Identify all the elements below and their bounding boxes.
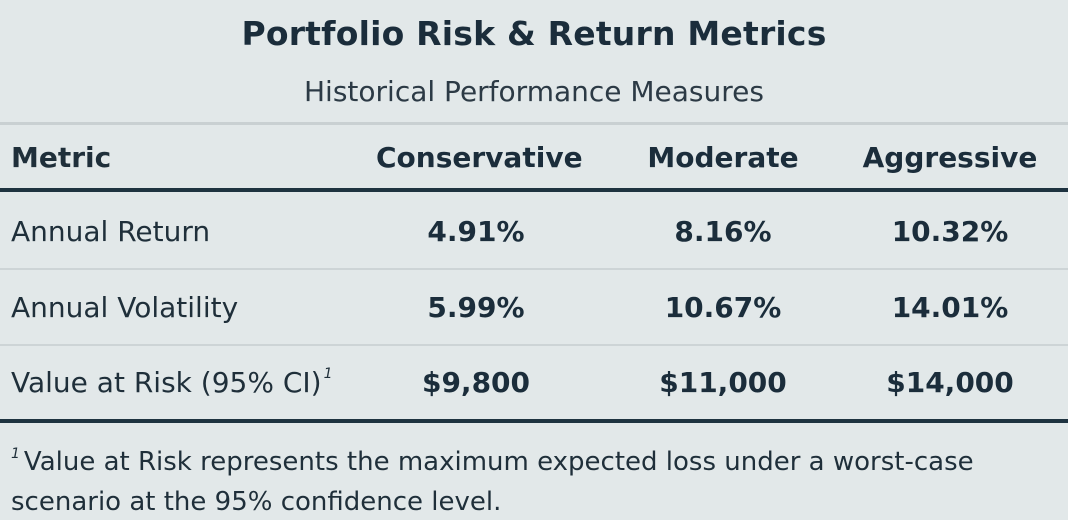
row-divider (0, 344, 1068, 346)
cell-conservative: $9,800 (421, 366, 531, 399)
footnote-text: Value at Risk represents the maximum exp… (11, 447, 974, 517)
cell-aggressive: 14.01% (891, 291, 1009, 324)
footnote-mark: 1 (11, 446, 20, 462)
cell-conservative: 5.99% (427, 291, 525, 324)
column-header-aggressive: Aggressive (862, 141, 1038, 174)
cell-conservative: 4.91% (427, 215, 525, 248)
row-label-annual-volatility: Annual Volatility (11, 291, 239, 324)
footnote-marker: 1 (323, 366, 333, 382)
row-divider (0, 268, 1068, 270)
row-label-annual-return: Annual Return (11, 215, 211, 248)
row-label-text: Value at Risk (95% CI) (11, 366, 322, 399)
row-label-value-at-risk: Value at Risk (95% CI) 1 (11, 366, 332, 399)
column-header-metric: Metric (11, 141, 112, 174)
page-title: Portfolio Risk & Return Metrics (241, 14, 827, 53)
header-top-rule (0, 122, 1068, 125)
cell-moderate: 8.16% (674, 215, 772, 248)
column-header-conservative: Conservative (376, 141, 583, 174)
cell-aggressive: $14,000 (886, 366, 1014, 399)
footnote: 1 Value at Risk represents the maximum ex… (11, 434, 1061, 520)
page-subtitle: Historical Performance Measures (304, 75, 764, 108)
cell-moderate: 10.67% (664, 291, 782, 324)
header-bottom-rule (0, 188, 1068, 192)
column-header-moderate: Moderate (647, 141, 799, 174)
cell-moderate: $11,000 (659, 366, 787, 399)
cell-aggressive: 10.32% (891, 215, 1009, 248)
table-bottom-rule (0, 419, 1068, 423)
